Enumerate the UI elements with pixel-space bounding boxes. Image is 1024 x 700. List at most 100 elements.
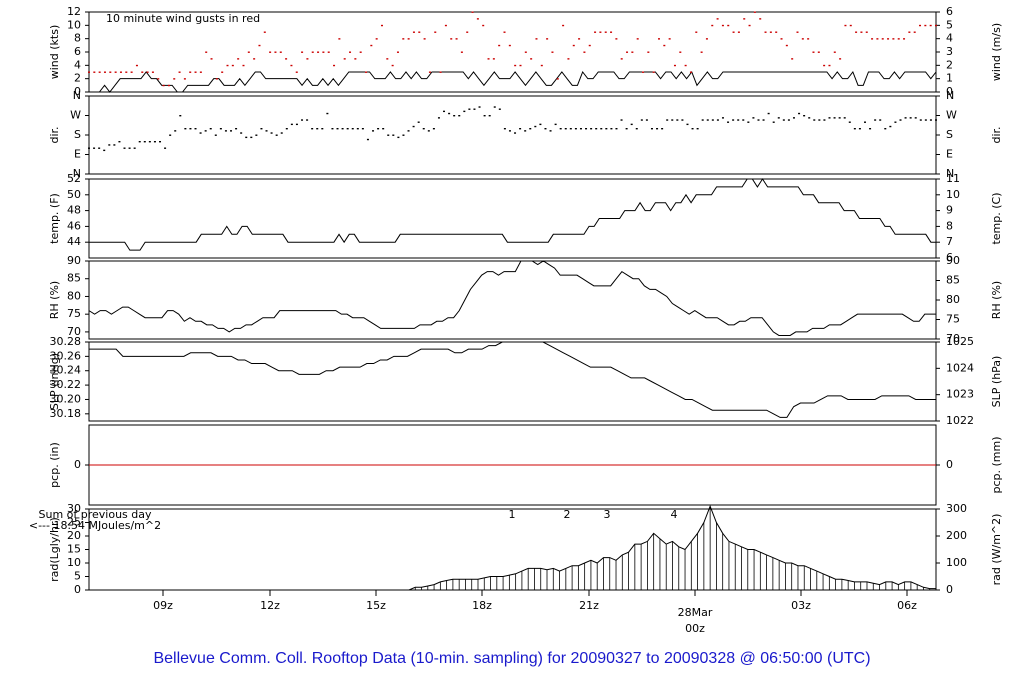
gust-point [583, 51, 586, 53]
tick-label-left: 6 [74, 45, 81, 58]
panel-frame [88, 178, 937, 259]
direction-point [635, 128, 638, 130]
gust-point [98, 71, 101, 73]
tick-label-right: 9 [946, 204, 953, 217]
gust-point [668, 38, 671, 40]
gust-point [631, 51, 634, 53]
tick-label-left: 15 [67, 543, 81, 556]
direction-point [661, 128, 664, 130]
direction-point [463, 110, 466, 113]
gust-point [594, 31, 597, 33]
gust-point [221, 71, 224, 73]
direction-point [818, 119, 821, 121]
gust-point [407, 38, 410, 40]
direction-point [316, 128, 319, 130]
direction-point [214, 134, 217, 136]
direction-point [453, 115, 456, 117]
direction-point [762, 119, 765, 121]
tick-label-right: N [946, 89, 954, 102]
tick-label-right: N [946, 167, 954, 180]
gust-point [769, 31, 772, 33]
gust-point [114, 71, 117, 73]
direction-point [681, 119, 684, 121]
direction-point [235, 128, 238, 130]
tick-label-right: W [946, 109, 957, 122]
direction-point [250, 136, 253, 139]
gust-point [380, 24, 383, 27]
gust-point [753, 11, 756, 13]
direction-point [265, 130, 268, 132]
gust-point [231, 64, 234, 67]
gust-point [423, 38, 426, 40]
gust-point [508, 44, 511, 47]
gust-point [807, 38, 810, 40]
tick-label-right: 11 [946, 172, 960, 185]
direction-point [488, 115, 491, 117]
tick-label-left: 48 [67, 204, 81, 217]
axis-title-left: SLP (inHg) [48, 353, 61, 410]
axis-title-right: rad (W/m^2) [990, 514, 1003, 586]
gust-point [130, 71, 133, 73]
direction-point [752, 117, 755, 119]
direction-point [88, 147, 90, 149]
gust-point [487, 58, 490, 60]
gust-point [636, 38, 639, 40]
tick-label-right: 1024 [946, 361, 974, 374]
gust-point [642, 71, 645, 73]
wind-gust-note: 10 minute wind gusts in red [106, 12, 260, 25]
gust-point [253, 58, 256, 60]
direction-point [863, 121, 866, 123]
tick-label-left: E [74, 148, 81, 161]
tick-label-right: 300 [946, 502, 967, 515]
tick-label-left: 52 [67, 172, 81, 185]
direction-point [929, 119, 932, 121]
tick-label-left: 30.28 [50, 335, 82, 348]
direction-point [503, 128, 506, 130]
gust-point [540, 64, 543, 67]
gust-point [551, 51, 554, 53]
direction-point [204, 130, 207, 132]
direction-point [792, 117, 795, 119]
direction-point [727, 121, 730, 123]
tick-label-right: 100 [946, 556, 967, 569]
gust-point [844, 24, 847, 27]
tick-label-left: W [70, 109, 81, 122]
gust-point [801, 38, 804, 40]
x-tick-label: 21z [579, 599, 599, 612]
direction-point [879, 119, 882, 121]
gust-point [700, 51, 703, 53]
direction-point [874, 119, 877, 121]
direction-point [392, 134, 395, 136]
direction-point [823, 119, 826, 121]
direction-point [843, 117, 846, 119]
gust-point [599, 31, 602, 33]
gust-point [317, 51, 320, 53]
tick-label-left: 10 [67, 18, 81, 31]
direction-point [529, 128, 532, 130]
gust-point [455, 38, 458, 40]
tick-label-left: 0 [74, 583, 81, 596]
gust-point [924, 24, 927, 27]
gust-point [871, 38, 874, 40]
direction-point [493, 106, 496, 108]
direction-point [610, 128, 613, 130]
gust-point [119, 71, 122, 73]
direction-point [301, 119, 304, 121]
gust-point [258, 44, 261, 47]
gust-point [460, 51, 463, 53]
gust-point [327, 51, 330, 53]
x-tick-label: 09z [153, 599, 173, 612]
direction-point [311, 128, 314, 130]
gust-point [471, 11, 474, 13]
tick-label-right: 4 [946, 32, 953, 45]
direction-point [590, 128, 593, 130]
hour-marker: 4 [671, 508, 678, 521]
direction-point [737, 119, 740, 121]
gust-point [402, 38, 405, 40]
gust-point [727, 24, 730, 27]
gust-point [876, 38, 879, 40]
direction-point [782, 119, 785, 121]
direction-point [615, 128, 618, 130]
series-line [89, 178, 936, 251]
direction-point [595, 128, 598, 130]
